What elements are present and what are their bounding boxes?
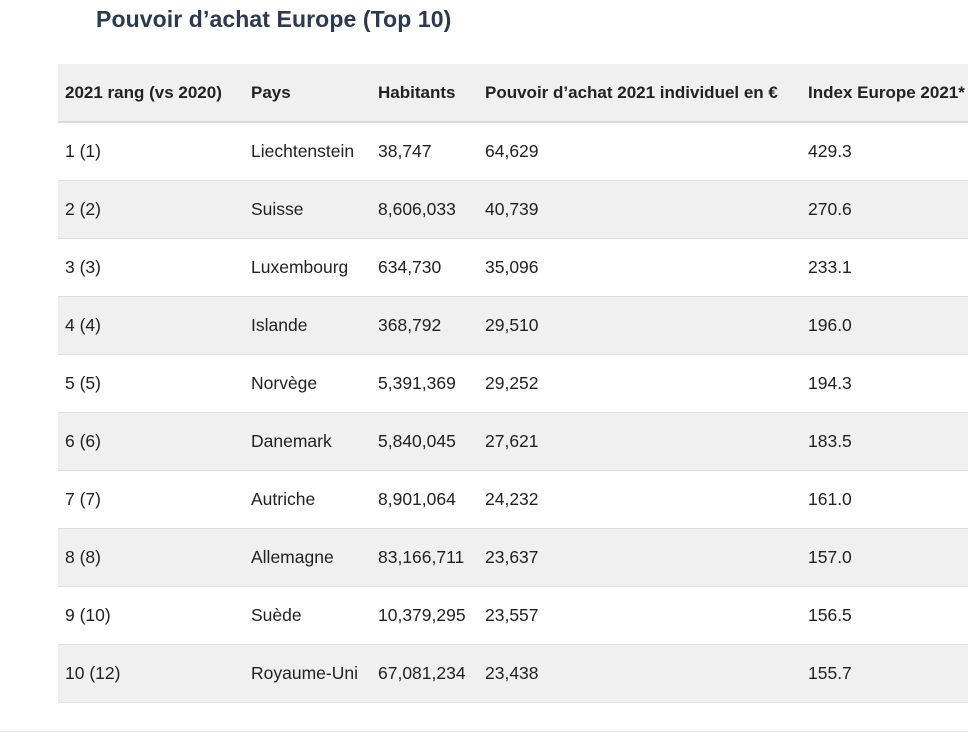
cell-rank: 1 (1) xyxy=(58,122,244,181)
cell-europe-index: 233.1 xyxy=(801,238,968,297)
cell-purchasing-power: 29,252 xyxy=(478,354,801,413)
cell-purchasing-power: 23,438 xyxy=(478,644,801,703)
cell-rank: 5 (5) xyxy=(58,354,244,413)
cell-europe-index: 161.0 xyxy=(801,470,968,529)
cell-rank: 6 (6) xyxy=(58,412,244,471)
table-row: 5 (5) Norvège 5,391,369 29,252 194.3 xyxy=(58,354,968,413)
table-header-row: 2021 rang (vs 2020) Pays Habitants Pouvo… xyxy=(58,64,968,123)
cell-country: Danemark xyxy=(244,412,371,471)
cell-purchasing-power: 64,629 xyxy=(478,122,801,181)
cell-inhabitants: 67,081,234 xyxy=(371,644,478,703)
page-title: Pouvoir d’achat Europe (Top 10) xyxy=(96,6,452,32)
cell-rank: 2 (2) xyxy=(58,180,244,239)
cell-europe-index: 196.0 xyxy=(801,296,968,355)
cell-rank: 10 (12) xyxy=(58,644,244,703)
cell-country: Islande xyxy=(244,296,371,355)
cell-europe-index: 156.5 xyxy=(801,586,968,645)
cell-country: Liechtenstein xyxy=(244,122,371,181)
table-row: 1 (1) Liechtenstein 38,747 64,629 429.3 xyxy=(58,122,968,181)
purchasing-power-table-container: 2021 rang (vs 2020) Pays Habitants Pouvo… xyxy=(58,64,968,703)
cell-inhabitants: 83,166,711 xyxy=(371,528,478,587)
cell-inhabitants: 38,747 xyxy=(371,122,478,181)
table-row: 9 (10) Suède 10,379,295 23,557 156.5 xyxy=(58,586,968,645)
cell-country: Autriche xyxy=(244,470,371,529)
cell-purchasing-power: 40,739 xyxy=(478,180,801,239)
cell-rank: 4 (4) xyxy=(58,296,244,355)
cell-inhabitants: 8,901,064 xyxy=(371,470,478,529)
purchasing-power-table: 2021 rang (vs 2020) Pays Habitants Pouvo… xyxy=(58,64,968,703)
cell-rank: 8 (8) xyxy=(58,528,244,587)
cell-inhabitants: 8,606,033 xyxy=(371,180,478,239)
cell-country: Norvège xyxy=(244,354,371,413)
page-divider xyxy=(0,731,968,732)
table-row: 4 (4) Islande 368,792 29,510 196.0 xyxy=(58,296,968,355)
cell-europe-index: 270.6 xyxy=(801,180,968,239)
cell-inhabitants: 5,391,369 xyxy=(371,354,478,413)
header-country: Pays xyxy=(244,64,371,123)
cell-country: Suisse xyxy=(244,180,371,239)
table-row: 7 (7) Autriche 8,901,064 24,232 161.0 xyxy=(58,470,968,529)
header-purchasing-power: Pouvoir d’achat 2021 individuel en € xyxy=(478,64,801,123)
header-inhabitants: Habitants xyxy=(371,64,478,123)
cell-country: Royaume-Uni xyxy=(244,644,371,703)
header-rank: 2021 rang (vs 2020) xyxy=(58,64,244,123)
table-body: 1 (1) Liechtenstein 38,747 64,629 429.3 … xyxy=(58,122,968,703)
cell-purchasing-power: 35,096 xyxy=(478,238,801,297)
cell-purchasing-power: 23,637 xyxy=(478,528,801,587)
cell-inhabitants: 5,840,045 xyxy=(371,412,478,471)
cell-europe-index: 194.3 xyxy=(801,354,968,413)
table-row: 3 (3) Luxembourg 634,730 35,096 233.1 xyxy=(58,238,968,297)
table-row: 6 (6) Danemark 5,840,045 27,621 183.5 xyxy=(58,412,968,471)
cell-europe-index: 157.0 xyxy=(801,528,968,587)
cell-rank: 3 (3) xyxy=(58,238,244,297)
cell-europe-index: 183.5 xyxy=(801,412,968,471)
cell-europe-index: 155.7 xyxy=(801,644,968,703)
cell-country: Allemagne xyxy=(244,528,371,587)
table-row: 10 (12) Royaume-Uni 67,081,234 23,438 15… xyxy=(58,644,968,703)
cell-purchasing-power: 24,232 xyxy=(478,470,801,529)
cell-inhabitants: 368,792 xyxy=(371,296,478,355)
cell-inhabitants: 10,379,295 xyxy=(371,586,478,645)
header-europe-index: Index Europe 2021* xyxy=(801,64,968,123)
cell-rank: 7 (7) xyxy=(58,470,244,529)
cell-rank: 9 (10) xyxy=(58,586,244,645)
table-row: 8 (8) Allemagne 83,166,711 23,637 157.0 xyxy=(58,528,968,587)
cell-europe-index: 429.3 xyxy=(801,122,968,181)
cell-country: Luxembourg xyxy=(244,238,371,297)
table-row: 2 (2) Suisse 8,606,033 40,739 270.6 xyxy=(58,180,968,239)
cell-purchasing-power: 27,621 xyxy=(478,412,801,471)
cell-purchasing-power: 23,557 xyxy=(478,586,801,645)
cell-purchasing-power: 29,510 xyxy=(478,296,801,355)
cell-country: Suède xyxy=(244,586,371,645)
cell-inhabitants: 634,730 xyxy=(371,238,478,297)
